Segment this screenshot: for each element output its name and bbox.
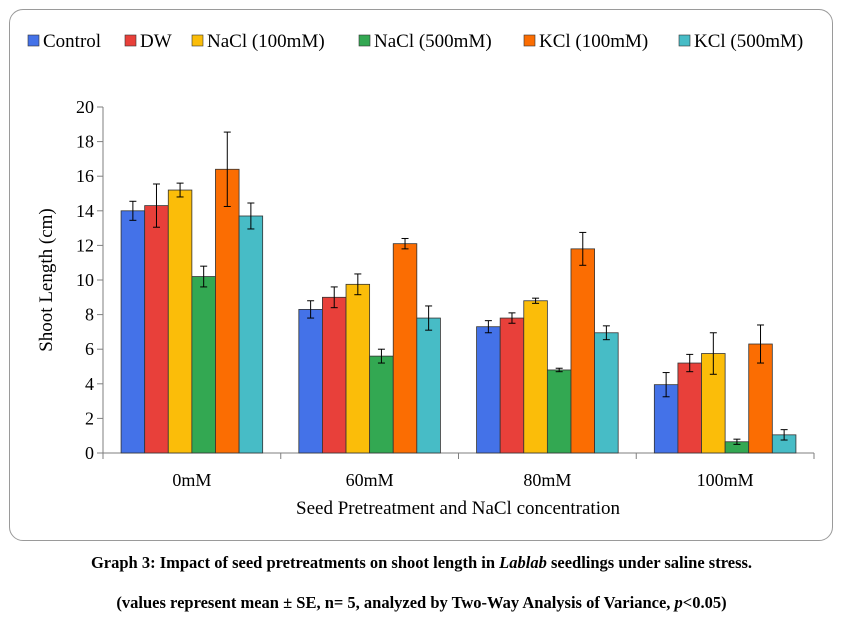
bar-kcl-100mm-60mm [392, 243, 418, 454]
caption-p-symbol: p [674, 593, 683, 612]
x-tick-label: 60mM [346, 470, 394, 490]
y-tick-label: 4 [85, 374, 94, 394]
legend-swatch [523, 34, 536, 47]
legend-label: NaCl (100mM) [207, 31, 325, 52]
bars [120, 168, 797, 454]
y-tick-label: 18 [76, 132, 94, 152]
legend-swatch [191, 34, 204, 47]
y-axis: 0 2 4 6 8 10 12 14 16 18 20 [76, 97, 104, 463]
caption-text: seedlings under saline stress. [546, 553, 753, 572]
legend: Control DW NaCl (100mM) NaCl (500mM) KCl (10… [27, 31, 803, 52]
shoot-length-chart: Control DW NaCl (100mM) NaCl (500mM) KCl (10… [27, 31, 815, 519]
bar-control-80mm [476, 326, 501, 454]
legend-swatch [358, 34, 371, 47]
x-axis-label: Seed Pretreatment and NaCl concentration [296, 498, 620, 519]
y-tick-label: 2 [85, 408, 94, 428]
bar-kcl-500mm-80mm [594, 332, 619, 454]
bar-nacl-500mm-0mm [191, 276, 216, 454]
bar-nacl-100mm-0mm [167, 189, 193, 454]
bar-dw-100mm [677, 362, 702, 454]
x-tick-label: 0mM [172, 470, 211, 490]
figure-caption-line-2: (values represent mean ± SE, n= 5, analy… [0, 593, 843, 613]
x-tick-label: 80mM [523, 470, 571, 490]
legend-swatch [678, 34, 691, 47]
y-tick-label: 8 [85, 305, 94, 325]
y-tick-label: 20 [76, 97, 94, 117]
bar-dw-80mm [499, 317, 525, 454]
caption-text: (values represent mean ± SE, n= 5, analy… [116, 593, 675, 612]
y-tick-label: 6 [85, 339, 94, 359]
bar-nacl-500mm-60mm [369, 355, 394, 454]
y-tick-label: 10 [76, 270, 94, 290]
y-axis-label: Shoot Length (cm) [36, 208, 57, 352]
figure-caption-line-1: Graph 3: Impact of seed pretreatments on… [0, 553, 843, 573]
x-axis: 0mM 60mM 80mM 100mM [102, 452, 815, 490]
bar-kcl-500mm-60mm [416, 317, 441, 454]
y-tick-label: 16 [76, 166, 94, 186]
bar-dw-60mm [322, 296, 347, 454]
bar-control-0mm [120, 210, 146, 454]
bar-nacl-100mm-80mm [523, 300, 548, 454]
y-tick-label: 0 [85, 443, 94, 463]
bar-kcl-100mm-0mm [215, 168, 240, 454]
legend-label: KCl (100mM) [539, 31, 648, 52]
legend-label: NaCl (500mM) [374, 31, 492, 52]
legend-label: KCl (500mM) [694, 31, 803, 52]
bar-dw-0mm [144, 205, 169, 454]
y-tick-label: 14 [76, 201, 94, 221]
legend-swatch [27, 34, 40, 47]
error-bars [129, 131, 788, 445]
legend-swatch [124, 34, 137, 47]
bar-nacl-100mm-60mm [345, 283, 371, 454]
x-tick-label: 100mM [697, 470, 754, 490]
caption-text: Graph 3: Impact of seed pretreatments on… [90, 553, 500, 572]
bar-nacl-500mm-80mm [546, 369, 572, 454]
bar-kcl-100mm-80mm [570, 248, 595, 454]
legend-label: DW [140, 31, 172, 52]
y-tick-label: 12 [76, 235, 94, 255]
legend-label: Control [43, 31, 101, 52]
bar-control-60mm [298, 309, 323, 454]
caption-text: <0.05) [682, 593, 727, 612]
caption-species: Lablab [499, 553, 547, 572]
bar-kcl-500mm-0mm [238, 215, 264, 454]
